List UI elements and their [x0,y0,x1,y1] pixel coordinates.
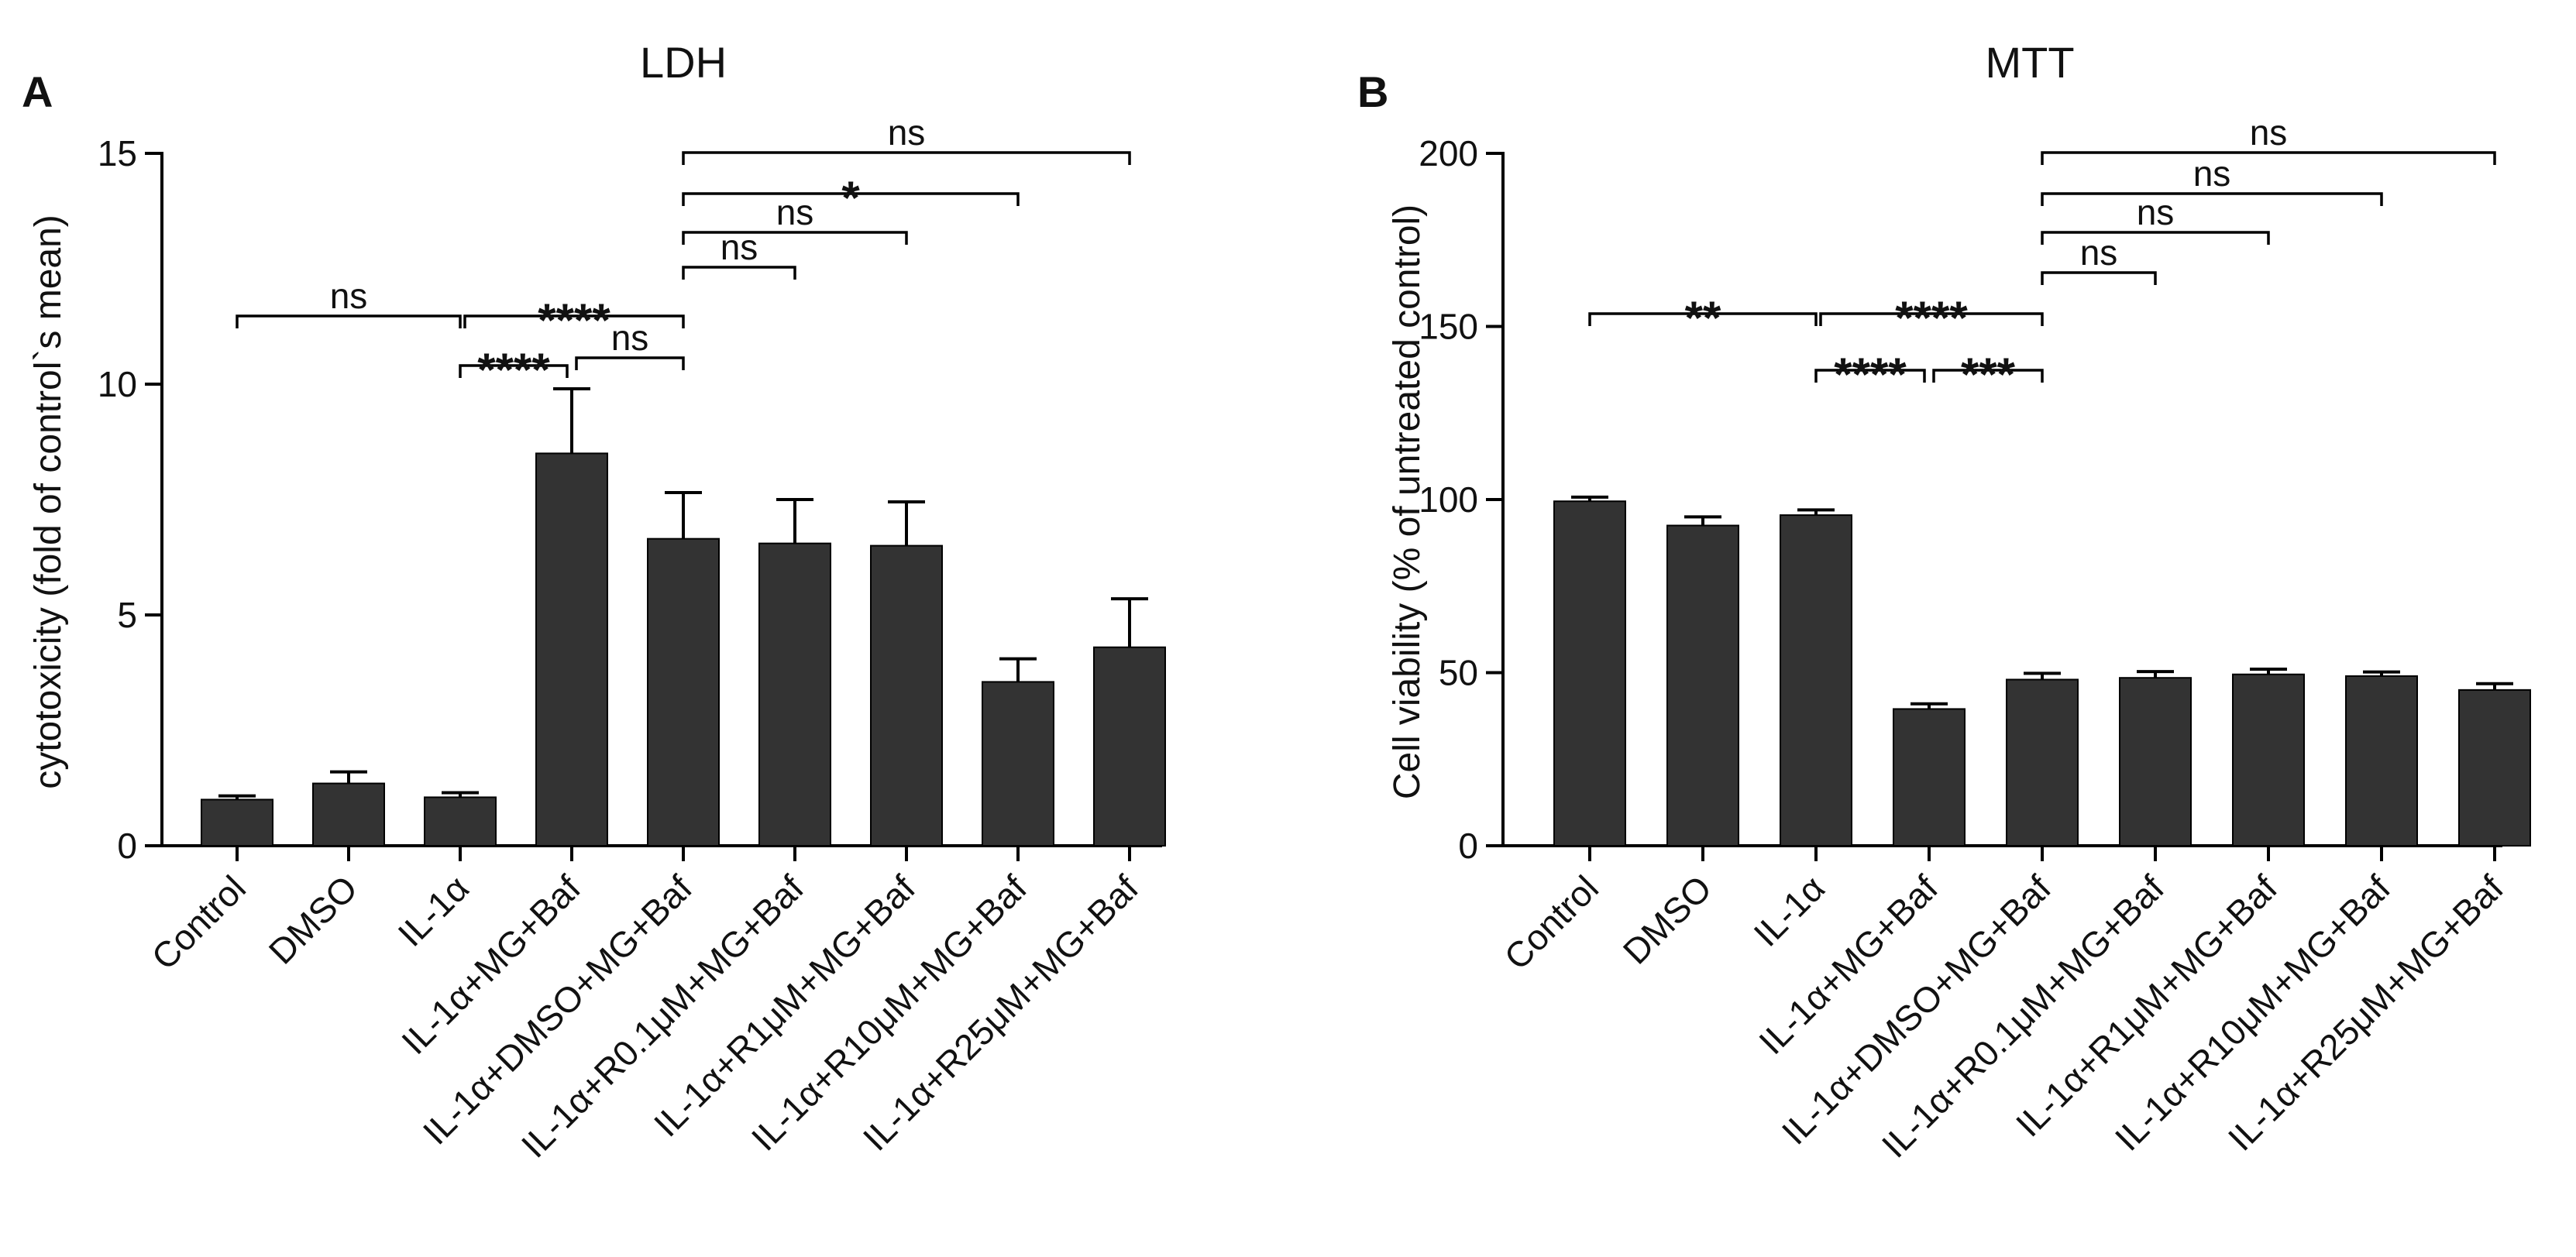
panel-a-significance-label: ns [330,276,368,316]
panel-a-significance-label: **** [477,344,550,396]
panel-b-letter: B [1357,67,1388,116]
panel-b-significance-label: ns [2193,153,2231,194]
panel-a-x-tick-label: DMSO [261,867,365,971]
panel-b-y-tick-label: 150 [1419,307,1478,347]
panel-b-y-tick-label: 0 [1458,826,1478,866]
panel-a-y-tick-label: 15 [98,133,137,173]
panel-b-bar [2345,675,2418,847]
panel-a-significance-bracket [459,364,569,378]
panel-a-significance-label: ns [611,318,649,358]
panel-a-bar [201,799,273,847]
panel-b-bar [1666,524,1739,847]
panel-a-significance-label: ns [776,192,814,232]
panel-a-significance-bracket [236,314,462,328]
panel-b-significance-label: ** [1685,292,1721,344]
panel-a-bar [535,452,608,847]
panel-a-bar [424,796,497,847]
panel-b-chart: B MTT Cell viability (% of untreated con… [1357,38,2531,1166]
panel-b-bar [2119,677,2192,847]
panel-a-significance-bracket [463,314,685,328]
panel-b-significance-label: ns [2250,112,2288,153]
panel-b-significance-label: ns [2137,192,2175,232]
panel-a-y-tick-label: 0 [117,826,137,866]
panel-a-y-tick-label: 10 [98,364,137,404]
panel-b-bar [2232,673,2305,847]
panel-b-significance-bracket [2041,192,2383,206]
panel-b-significance-bracket [1932,369,2044,383]
panel-a-significance-label: * [841,172,860,224]
panel-a-significance-label: **** [538,294,610,346]
panel-b-bar [1553,500,1626,847]
panel-a-significance-bracket [682,192,1020,206]
panel-b-x-tick-label: IL-1α [1745,867,1832,954]
panel-a-bar [312,782,385,847]
panel-a-significance-bracket [682,231,908,245]
panel-b-y-tick-label: 200 [1419,133,1478,173]
panel-b-x-tick-label: DMSO [1615,867,1719,971]
panel-a-x-tick-label: Control [143,867,253,977]
panel-a-title: LDH [640,38,727,87]
panel-a-significance-bracket [682,266,796,280]
panel-a-letter: A [22,67,53,116]
panel-b-y-label: Cell viability (% of untreated control) [1387,204,1428,799]
panel-b-significance-bracket [2041,151,2496,165]
panel-a-bar [647,537,720,847]
panel-b-significance-label: **** [1834,349,1907,400]
panel-b-bar [1780,514,1852,847]
panel-a-chart: A LDH cytotoxicity (fold of control`s me… [22,38,1166,1166]
panel-b-significance-bracket [1814,369,1926,383]
panel-a-significance-label: ns [888,112,926,153]
panel-b-y-tick-label: 100 [1419,479,1478,520]
panel-b-significance-bracket [1819,312,2044,326]
panel-b-significance-label: ns [2080,232,2118,273]
panel-a-y-tick-label: 5 [117,595,137,635]
panel-a-y-label: cytotoxicity (fold of control`s mean) [28,215,69,789]
panel-b-x-tick-label: Control [1496,867,1606,977]
panel-a-bar [982,681,1054,847]
panel-b-y-tick-label: 50 [1439,653,1478,693]
panel-b-bar [1893,708,1966,847]
panel-b-title: MTT [1985,38,2074,87]
panel-a-bar [758,542,831,847]
panel-a-significance-bracket [682,151,1131,165]
panel-b-significance-label: **** [1895,292,1968,344]
panel-b-significance-label: *** [1961,349,2016,400]
panel-b-bar [2458,689,2531,847]
panel-b-significance-bracket [2041,231,2270,245]
panel-a-x-tick-label: IL-1α [390,867,476,954]
panel-a-bar [1093,646,1166,847]
panel-b-significance-bracket [2041,271,2157,285]
panel-b-bar [2006,678,2079,847]
panel-a-significance-bracket [575,356,685,370]
panel-b-significance-bracket [1588,312,1818,326]
panel-a-bar [870,544,943,847]
